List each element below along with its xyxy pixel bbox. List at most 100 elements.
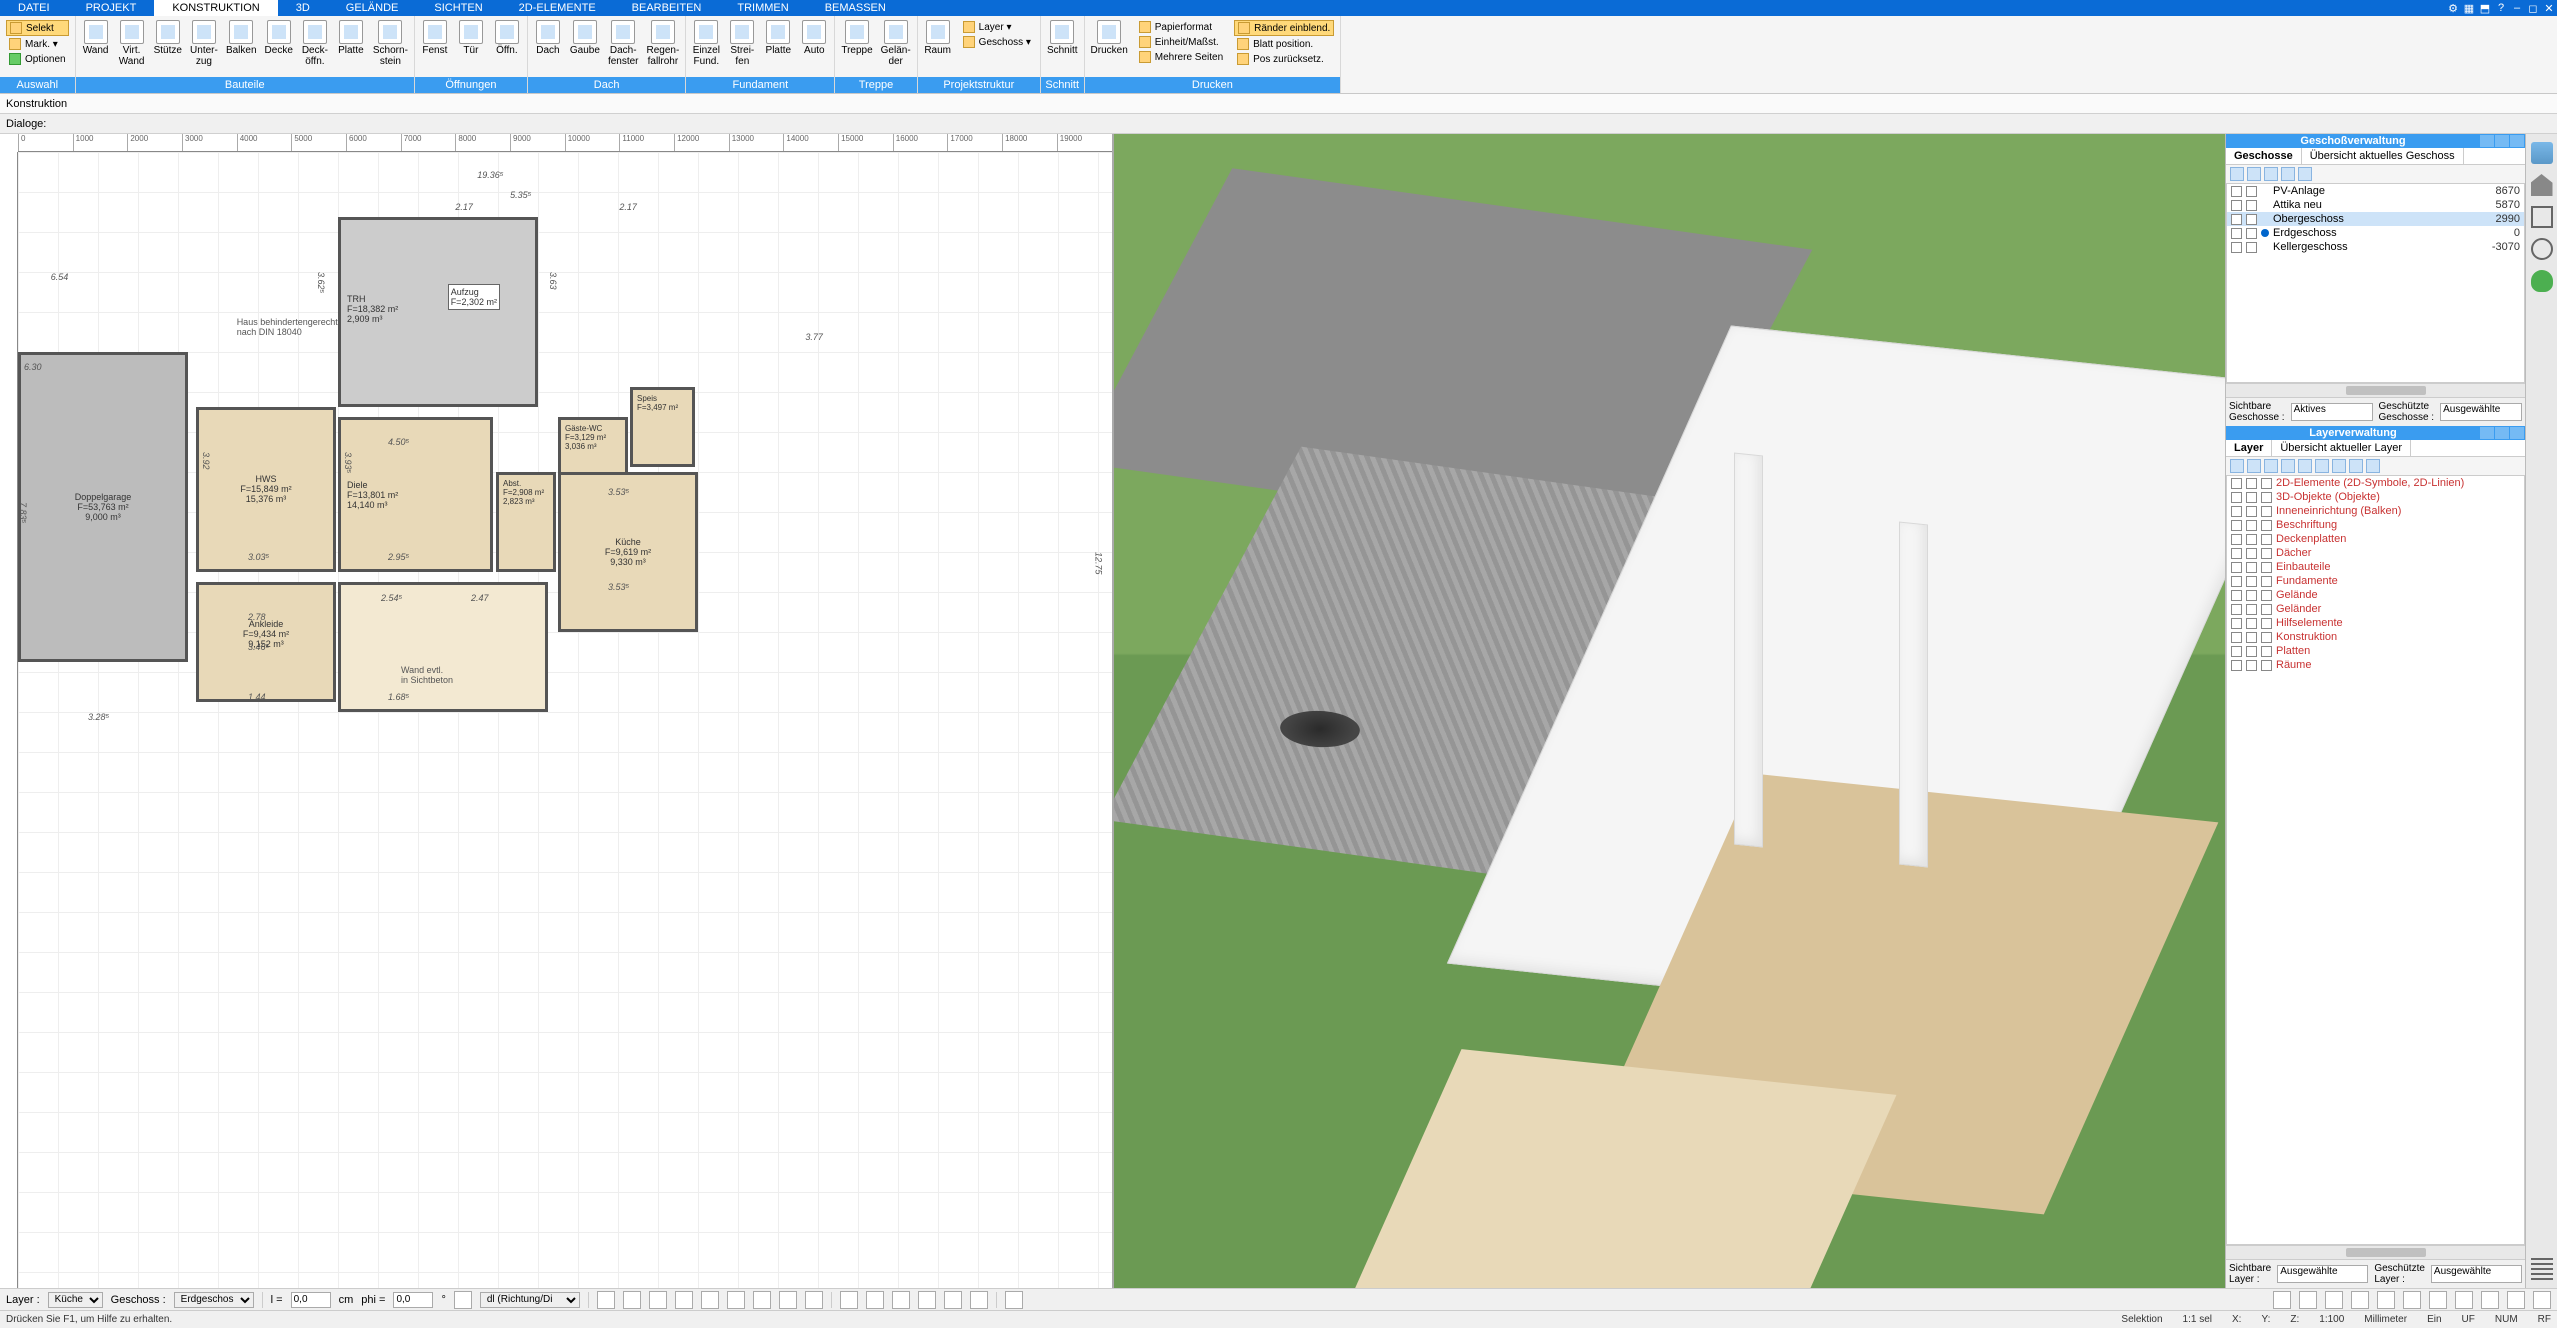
ribbon-pos-zur-cksetz-[interactable]: Pos zurücksetz. (1234, 52, 1334, 66)
floors-scroll[interactable] (2226, 383, 2525, 397)
menu-tab-projekt[interactable]: PROJEKT (68, 0, 155, 16)
ribbon-st-tze[interactable]: Stütze (150, 18, 186, 58)
room-garage[interactable]: Doppelgarage F=53,763 m² 9,000 m³ (18, 352, 188, 662)
ribbon-optionen[interactable]: Optionen (6, 52, 69, 66)
ribbon-einzel-fund-[interactable]: Einzel Fund. (688, 18, 724, 69)
strip-house-icon[interactable] (2531, 174, 2553, 196)
floors-tool-icon[interactable] (2264, 167, 2278, 181)
view-icon[interactable] (2299, 1291, 2317, 1309)
ribbon-gel-n-der[interactable]: Gelän- der (877, 18, 915, 69)
ribbon-platte[interactable]: Platte (333, 18, 369, 58)
floors-tab-2[interactable]: Übersicht aktuelles Geschoss (2302, 148, 2464, 164)
ribbon-balken[interactable]: Balken (222, 18, 261, 58)
view-icon[interactable] (2377, 1291, 2395, 1309)
window-button[interactable]: ⬒ (2477, 0, 2493, 16)
layers-tool-icon[interactable] (2264, 459, 2278, 473)
tool-icon[interactable] (779, 1291, 797, 1309)
menu-tab-konstruktion[interactable]: KONSTRUKTION (154, 0, 277, 16)
strip-cube-icon[interactable] (2531, 206, 2553, 228)
tool-icon[interactable] (805, 1291, 823, 1309)
menu-tab-2d-elemente[interactable]: 2D-ELEMENTE (501, 0, 614, 16)
floors-tool-icon[interactable] (2298, 167, 2312, 181)
layers-scroll[interactable] (2226, 1245, 2525, 1259)
tool-icon[interactable] (892, 1291, 910, 1309)
room-abst[interactable]: Abst. F=2,908 m² 2,823 m³ (496, 472, 556, 572)
room-hws[interactable]: HWS F=15,849 m² 15,376 m³ (196, 407, 336, 572)
layers-tab-1[interactable]: Layer (2226, 440, 2272, 456)
dl-select[interactable]: dl (Richtung/Di (480, 1292, 580, 1308)
room-diele[interactable]: Diele F=13,801 m² 14,140 m³ (338, 417, 493, 572)
layers-tab-2[interactable]: Übersicht aktueller Layer (2272, 440, 2411, 456)
ribbon-layer-[interactable]: Layer ▾ (960, 20, 1034, 34)
view-icon[interactable] (2351, 1291, 2369, 1309)
tool-icon[interactable] (970, 1291, 988, 1309)
ribbon-blatt-position-[interactable]: Blatt position. (1234, 37, 1334, 51)
layer-row[interactable]: Deckenplatten (2227, 532, 2524, 546)
ribbon-schorn-stein[interactable]: Schorn- stein (369, 18, 412, 69)
panel-btn[interactable] (2510, 427, 2524, 439)
menu-tab-sichten[interactable]: SICHTEN (416, 0, 500, 16)
layers-tool-icon[interactable] (2349, 459, 2363, 473)
lock-icon[interactable] (454, 1291, 472, 1309)
room-open[interactable]: 2.54⁵ 2.47 Wand evtl. in Sichtbeton (338, 582, 548, 712)
phi-input[interactable] (393, 1292, 433, 1308)
layers-tool-icon[interactable] (2281, 459, 2295, 473)
floors-list[interactable]: PV-Anlage8670Attika neu5870Obergeschoss2… (2226, 183, 2525, 383)
ribbon-drucken[interactable]: Drucken (1087, 18, 1132, 58)
vis-select[interactable]: Ausgewählte (2277, 1265, 2368, 1283)
panel-btn[interactable] (2495, 135, 2509, 147)
layer-row[interactable]: Gelände (2227, 588, 2524, 602)
menu-tab-trimmen[interactable]: TRIMMEN (719, 0, 806, 16)
ribbon-auto[interactable]: Auto (796, 18, 832, 58)
tool-icon[interactable] (1005, 1291, 1023, 1309)
panel-btn[interactable] (2495, 427, 2509, 439)
ribbon-fenst[interactable]: Fenst (417, 18, 453, 58)
ribbon-unter-zug[interactable]: Unter- zug (186, 18, 222, 69)
tool-icon[interactable] (753, 1291, 771, 1309)
ribbon-t-r[interactable]: Tür (453, 18, 489, 58)
menu-tab-bearbeiten[interactable]: BEARBEITEN (614, 0, 720, 16)
tool-icon[interactable] (866, 1291, 884, 1309)
ribbon-geschoss-[interactable]: Geschoss ▾ (960, 35, 1034, 49)
floor-plan[interactable]: 19.36⁵ 5.35⁵ 2.17 2.17 6.54 Haus behinde… (18, 152, 1112, 1288)
layers-tool-icon[interactable] (2366, 459, 2380, 473)
strip-tree-icon[interactable] (2531, 270, 2553, 292)
layer-row[interactable]: Geländer (2227, 602, 2524, 616)
ribbon-schnitt[interactable]: Schnitt (1043, 18, 1082, 58)
floor-row[interactable]: Attika neu5870 (2227, 198, 2524, 212)
view-2d[interactable]: 0100020003000400050006000700080009000100… (0, 134, 1114, 1288)
ribbon-strei-fen[interactable]: Strei- fen (724, 18, 760, 69)
layers-tool-icon[interactable] (2298, 459, 2312, 473)
geschoss-select[interactable]: Erdgeschos (174, 1292, 254, 1308)
floors-tool-icon[interactable] (2281, 167, 2295, 181)
ribbon-selekt[interactable]: Selekt (6, 20, 69, 36)
prot-select[interactable]: Ausgewählte (2431, 1265, 2522, 1283)
window-button[interactable]: ✕ (2541, 0, 2557, 16)
menu-tab-3d[interactable]: 3D (278, 0, 328, 16)
tool-icon[interactable] (649, 1291, 667, 1309)
window-button[interactable]: ◻ (2525, 0, 2541, 16)
ribbon-mark-[interactable]: Mark. ▾ (6, 37, 69, 51)
view-icon[interactable] (2273, 1291, 2291, 1309)
floors-tab-1[interactable]: Geschosse (2226, 148, 2302, 164)
layers-tool-icon[interactable] (2332, 459, 2346, 473)
ribbon-decke[interactable]: Decke (261, 18, 297, 58)
layers-list[interactable]: 2D-Elemente (2D-Symbole, 2D-Linien)3D-Ob… (2226, 475, 2525, 1245)
layer-select[interactable]: Küche (48, 1292, 103, 1308)
menu-tab-gelände[interactable]: GELÄNDE (328, 0, 417, 16)
layer-row[interactable]: 3D-Objekte (Objekte) (2227, 490, 2524, 504)
panel-btn[interactable] (2510, 135, 2524, 147)
view-icon[interactable] (2325, 1291, 2343, 1309)
strip-target-icon[interactable] (2531, 238, 2553, 260)
layer-row[interactable]: Beschriftung (2227, 518, 2524, 532)
floors-tool-icon[interactable] (2230, 167, 2244, 181)
ribbon-deck-ffn-[interactable]: Deck- öffn. (297, 18, 333, 69)
ribbon-dach[interactable]: Dach (530, 18, 566, 58)
floor-row[interactable]: Kellergeschoss-3070 (2227, 240, 2524, 254)
menu-tab-datei[interactable]: DATEI (0, 0, 68, 16)
room-trh[interactable]: TRH F=18,382 m² 2,909 m³ Aufzug F=2,302 … (338, 217, 538, 407)
layer-row[interactable]: Platten (2227, 644, 2524, 658)
layer-row[interactable]: Räume (2227, 658, 2524, 672)
strip-menu-icon[interactable] (2531, 1258, 2553, 1280)
layer-row[interactable]: Einbauteile (2227, 560, 2524, 574)
